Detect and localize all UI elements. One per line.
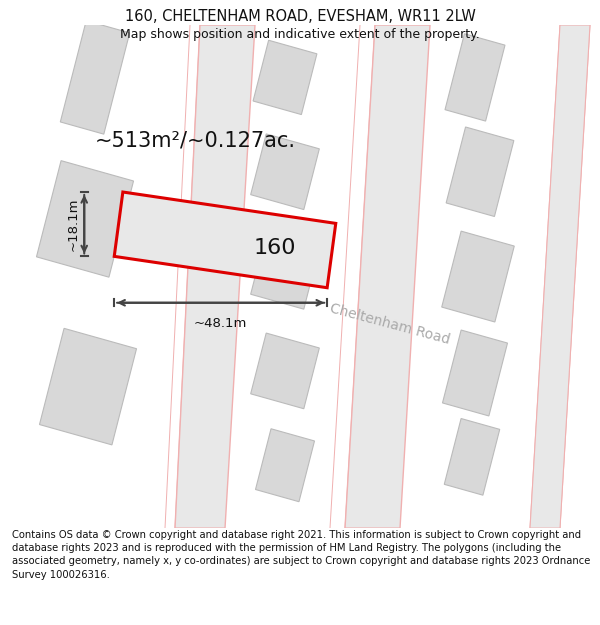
Polygon shape xyxy=(114,192,336,288)
Polygon shape xyxy=(61,21,130,134)
Polygon shape xyxy=(253,40,317,114)
Polygon shape xyxy=(444,419,500,495)
Text: Contains OS data © Crown copyright and database right 2021. This information is : Contains OS data © Crown copyright and d… xyxy=(12,530,590,579)
Polygon shape xyxy=(37,161,134,277)
Polygon shape xyxy=(443,330,508,416)
Polygon shape xyxy=(251,234,319,309)
Polygon shape xyxy=(40,328,137,445)
Polygon shape xyxy=(345,25,430,528)
Text: ~18.1m: ~18.1m xyxy=(66,198,79,251)
Polygon shape xyxy=(442,231,514,322)
Text: 160: 160 xyxy=(254,238,296,258)
Polygon shape xyxy=(256,429,314,502)
Text: Cheltenham Road: Cheltenham Road xyxy=(328,301,452,346)
Polygon shape xyxy=(251,333,319,409)
Text: 160, CHELTENHAM ROAD, EVESHAM, WR11 2LW: 160, CHELTENHAM ROAD, EVESHAM, WR11 2LW xyxy=(125,9,475,24)
Polygon shape xyxy=(445,34,505,121)
Polygon shape xyxy=(251,134,319,209)
Text: Map shows position and indicative extent of the property.: Map shows position and indicative extent… xyxy=(120,28,480,41)
Polygon shape xyxy=(446,127,514,216)
Text: ~513m²/~0.127ac.: ~513m²/~0.127ac. xyxy=(95,130,296,150)
Text: ~48.1m: ~48.1m xyxy=(194,318,247,331)
Polygon shape xyxy=(175,25,255,528)
Polygon shape xyxy=(530,25,590,528)
